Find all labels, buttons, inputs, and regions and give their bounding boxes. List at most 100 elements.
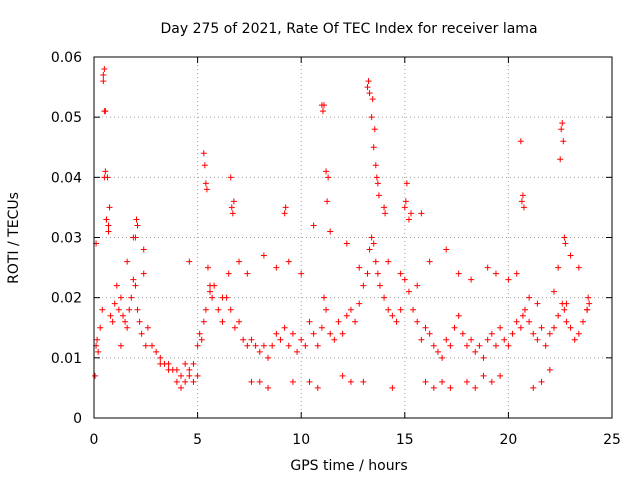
data-point (517, 324, 524, 331)
data-point (273, 330, 280, 337)
data-point (120, 312, 127, 319)
data-point (401, 204, 408, 211)
grid-lines (94, 57, 612, 418)
data-point (157, 360, 164, 367)
data-point (252, 342, 259, 349)
data-point (178, 384, 185, 391)
data-point (365, 78, 372, 85)
data-point (371, 126, 378, 133)
data-point (567, 324, 574, 331)
data-point (347, 306, 354, 313)
data-point (468, 276, 475, 283)
data-point (327, 228, 334, 235)
data-point (265, 354, 272, 361)
data-point (140, 246, 147, 253)
data-point (356, 264, 363, 271)
data-point (225, 270, 232, 277)
data-point (200, 150, 207, 157)
data-point (285, 258, 292, 265)
x-tick-label: 25 (603, 432, 621, 448)
data-point (534, 336, 541, 343)
data-point (186, 372, 193, 379)
data-point (517, 138, 524, 145)
data-point (323, 306, 330, 313)
data-point (368, 114, 375, 121)
data-point (557, 156, 564, 163)
data-point (335, 318, 342, 325)
data-point (231, 324, 238, 331)
data-point (484, 264, 491, 271)
data-point (376, 282, 383, 289)
data-point (426, 258, 433, 265)
data-point (134, 222, 141, 229)
data-point (526, 294, 533, 301)
y-tick-label: 0.02 (51, 291, 82, 307)
y-tick-label: 0.03 (51, 231, 82, 247)
data-point (381, 294, 388, 301)
data-point (198, 336, 205, 343)
data-point (186, 366, 193, 373)
data-point (426, 330, 433, 337)
data-point (207, 288, 214, 295)
data-point (281, 324, 288, 331)
data-point (480, 354, 487, 361)
data-point (281, 210, 288, 217)
data-point (397, 306, 404, 313)
data-point (101, 174, 108, 181)
data-point (468, 336, 475, 343)
data-point (492, 342, 499, 349)
x-tick-label: 15 (396, 432, 414, 448)
data-point (94, 336, 101, 343)
data-point (559, 120, 566, 127)
data-point (585, 294, 592, 301)
data-point (331, 336, 338, 343)
data-point (347, 378, 354, 385)
data-point (369, 96, 376, 103)
data-point (248, 378, 255, 385)
data-point (102, 168, 109, 175)
data-point (124, 324, 131, 331)
x-tick-label: 20 (499, 432, 517, 448)
data-point (360, 378, 367, 385)
data-point (310, 330, 317, 337)
data-point (124, 258, 131, 265)
data-point (480, 372, 487, 379)
data-point (339, 372, 346, 379)
axis-ticks: 0 5 10 15 20 25 0 0.01 0.02 0.03 0.04 0.05 0.06 (51, 50, 621, 448)
data-point (111, 300, 118, 307)
data-point (586, 300, 593, 307)
data-point (389, 384, 396, 391)
data-point (414, 282, 421, 289)
y-tick-label: 0.05 (51, 110, 82, 126)
data-point (397, 270, 404, 277)
data-point (260, 252, 267, 259)
data-point (132, 282, 139, 289)
data-point (389, 312, 396, 319)
data-point (562, 240, 569, 247)
y-tick-label: 0.04 (51, 170, 82, 186)
x-axis-label: GPS time / hours (290, 458, 407, 474)
data-point (236, 318, 243, 325)
data-point (364, 270, 371, 277)
data-point (463, 342, 470, 349)
data-point (410, 306, 417, 313)
data-point (382, 210, 389, 217)
data-point (555, 312, 562, 319)
chart-title: Day 275 of 2021, Rate Of TEC Index for r… (160, 21, 537, 37)
data-point (366, 90, 373, 97)
data-point (422, 324, 429, 331)
data-point (128, 294, 135, 301)
data-point (277, 336, 284, 343)
data-point (518, 198, 525, 205)
data-point (546, 366, 553, 373)
data-point (230, 198, 237, 205)
data-point (273, 264, 280, 271)
data-point (546, 330, 553, 337)
data-point (190, 360, 197, 367)
data-point (530, 330, 537, 337)
data-point (302, 342, 309, 349)
data-point (492, 270, 499, 277)
data-point (298, 336, 305, 343)
data-point (439, 378, 446, 385)
data-point (463, 378, 470, 385)
